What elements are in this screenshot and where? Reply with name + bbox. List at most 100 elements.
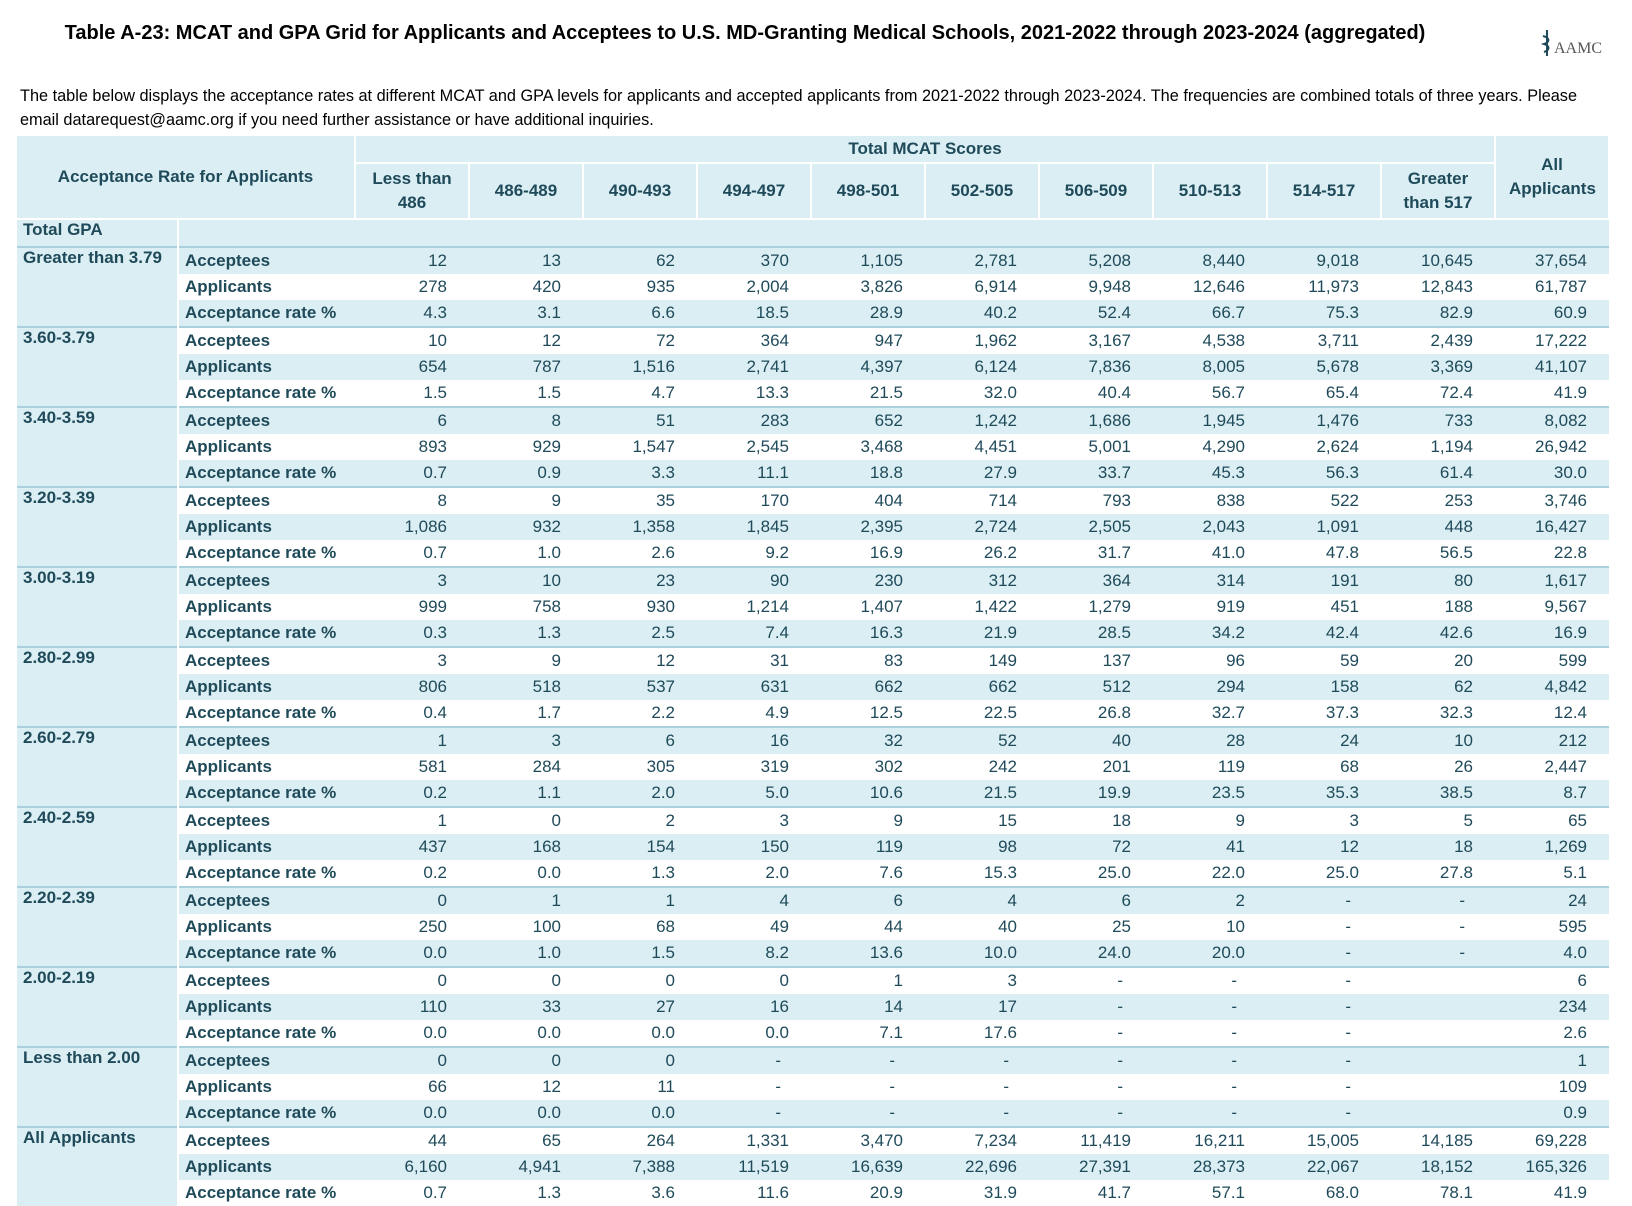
value-cell: 1 <box>665 891 675 910</box>
value-cell: 242 <box>988 757 1017 776</box>
data-row: Acceptance rate % 0.7 0.9 3.3 11.1 18.8 27.9 33… <box>17 460 1609 487</box>
value-cell: 12,843 <box>1421 277 1473 296</box>
value-cell: 0 <box>551 811 561 830</box>
gpa-range: 3.20-3.39 <box>17 487 179 567</box>
value-cell: 0.7 <box>423 543 447 562</box>
value-cell: 947 <box>874 331 903 350</box>
value-cell: 437 <box>418 837 447 856</box>
value-cell: 1,617 <box>1544 571 1587 590</box>
value-cell: 250 <box>418 917 447 936</box>
value-cell: 25 <box>1112 917 1131 936</box>
value-cell: 18.8 <box>869 463 903 482</box>
gpa-range: 2.60-2.79 <box>17 727 179 807</box>
value-cell: 24 <box>1340 731 1359 750</box>
value-cell: 32.7 <box>1211 703 1245 722</box>
value-cell: 16.9 <box>1553 623 1587 642</box>
value-cell: 41,107 <box>1535 357 1587 376</box>
value-cell: 6 <box>893 891 903 910</box>
value-cell: 758 <box>532 597 561 616</box>
gpa-label: Total GPA <box>17 219 179 247</box>
value-cell: 0.0 <box>651 1103 675 1122</box>
value-cell: 2,724 <box>974 517 1017 536</box>
value-cell: 0 <box>437 891 447 910</box>
value-cell: 2,545 <box>746 437 789 456</box>
value-cell: - <box>1117 971 1123 990</box>
value-cell: 4,538 <box>1202 331 1245 350</box>
row-label: Applicants <box>185 757 272 776</box>
value-cell: 40 <box>1112 731 1131 750</box>
value-cell: 631 <box>760 677 789 696</box>
value-cell: - <box>1345 917 1351 936</box>
value-cell: 305 <box>646 757 675 776</box>
value-cell: 56.7 <box>1211 383 1245 402</box>
value-cell: 1.3 <box>651 863 675 882</box>
data-row: Acceptance rate % 4.3 3.1 6.6 18.5 28.9 40.2 52… <box>17 300 1609 327</box>
column-header-text: 486-489 <box>494 181 558 200</box>
value-cell: 787 <box>532 357 561 376</box>
gpa-range: 2.80-2.99 <box>17 647 179 727</box>
row-label: Applicants <box>185 677 272 696</box>
value-cell: 18,152 <box>1421 1157 1473 1176</box>
value-cell: 18.5 <box>755 303 789 322</box>
value-cell: 1,269 <box>1544 837 1587 856</box>
value-cell: 37.3 <box>1325 703 1359 722</box>
value-cell: 1 <box>551 891 561 910</box>
value-cell: 4.9 <box>765 703 789 722</box>
value-cell: 5,001 <box>1088 437 1131 456</box>
value-cell: - <box>889 1077 895 1096</box>
value-cell: - <box>1459 943 1465 962</box>
value-cell: 1,422 <box>974 597 1017 616</box>
value-cell: 12 <box>656 651 675 670</box>
value-cell: 11.6 <box>757 1183 789 1202</box>
row-label: Acceptees <box>185 971 271 990</box>
value-cell: 35.3 <box>1325 783 1359 802</box>
value-cell: 188 <box>1444 597 1473 616</box>
value-cell: 72 <box>1112 837 1131 856</box>
value-cell: 165,326 <box>1525 1157 1587 1176</box>
value-cell: 26,942 <box>1535 437 1587 456</box>
value-cell: 838 <box>1216 491 1245 510</box>
value-cell: 278 <box>418 277 447 296</box>
value-cell: 82.9 <box>1439 303 1473 322</box>
value-cell: 119 <box>1217 757 1245 776</box>
gpa-range: 2.00-2.19 <box>17 967 179 1047</box>
column-header-text: Less than 486 <box>372 169 452 212</box>
data-row: Acceptance rate % 0.7 1.0 2.6 9.2 16.9 26.2 31.… <box>17 540 1609 567</box>
value-cell: 0 <box>779 971 789 990</box>
row-label: Acceptance rate % <box>185 863 337 882</box>
value-cell: 8,005 <box>1202 357 1245 376</box>
value-cell: 20 <box>1454 651 1473 670</box>
value-cell: 3,711 <box>1317 331 1359 350</box>
value-cell: 6 <box>1121 891 1131 910</box>
intro: The table below displays the acceptance … <box>20 87 1578 129</box>
value-cell: 22.5 <box>983 703 1017 722</box>
gpa-range: 2.40-2.59 <box>17 807 179 887</box>
value-cell: 806 <box>418 677 447 696</box>
value-cell: 4,941 <box>518 1157 561 1176</box>
data-row: Acceptance rate % 0.0 1.0 1.5 8.2 13.6 10.0 24.… <box>17 940 1609 967</box>
value-cell: 1,358 <box>632 517 675 536</box>
value-cell: 12 <box>542 1077 561 1096</box>
value-cell: - <box>1003 1051 1009 1070</box>
value-cell: 0.7 <box>423 463 447 482</box>
value-cell: 1,962 <box>974 331 1017 350</box>
value-cell: 0 <box>665 1051 675 1070</box>
value-cell: 56.5 <box>1439 543 1473 562</box>
row-label: Acceptance rate % <box>185 783 337 802</box>
value-cell: 66.7 <box>1211 303 1245 322</box>
data-row: 3.40-3.59 Acceptees 6 8 51 283 652 1,242 1,686 1,… <box>17 407 1609 487</box>
row-label: Acceptance rate % <box>185 703 337 722</box>
row-label: Acceptees <box>185 251 271 270</box>
data-row: Less than 2.00 Acceptees 0 0 0 - - - - - - 1 <box>17 1047 1609 1127</box>
column-header-text: 502-505 <box>950 181 1014 200</box>
value-cell: 3 <box>551 731 561 750</box>
gpa-range: 3.40-3.59 <box>17 407 179 487</box>
value-cell: 16,639 <box>851 1157 903 1176</box>
value-cell: 149 <box>988 651 1017 670</box>
value-cell: 154 <box>646 837 675 856</box>
value-cell: 10,645 <box>1421 251 1473 270</box>
value-cell: 7.1 <box>879 1023 903 1042</box>
value-cell: - <box>1459 917 1465 936</box>
value-cell: 35 <box>656 491 675 510</box>
value-cell: 2,043 <box>1202 517 1245 536</box>
